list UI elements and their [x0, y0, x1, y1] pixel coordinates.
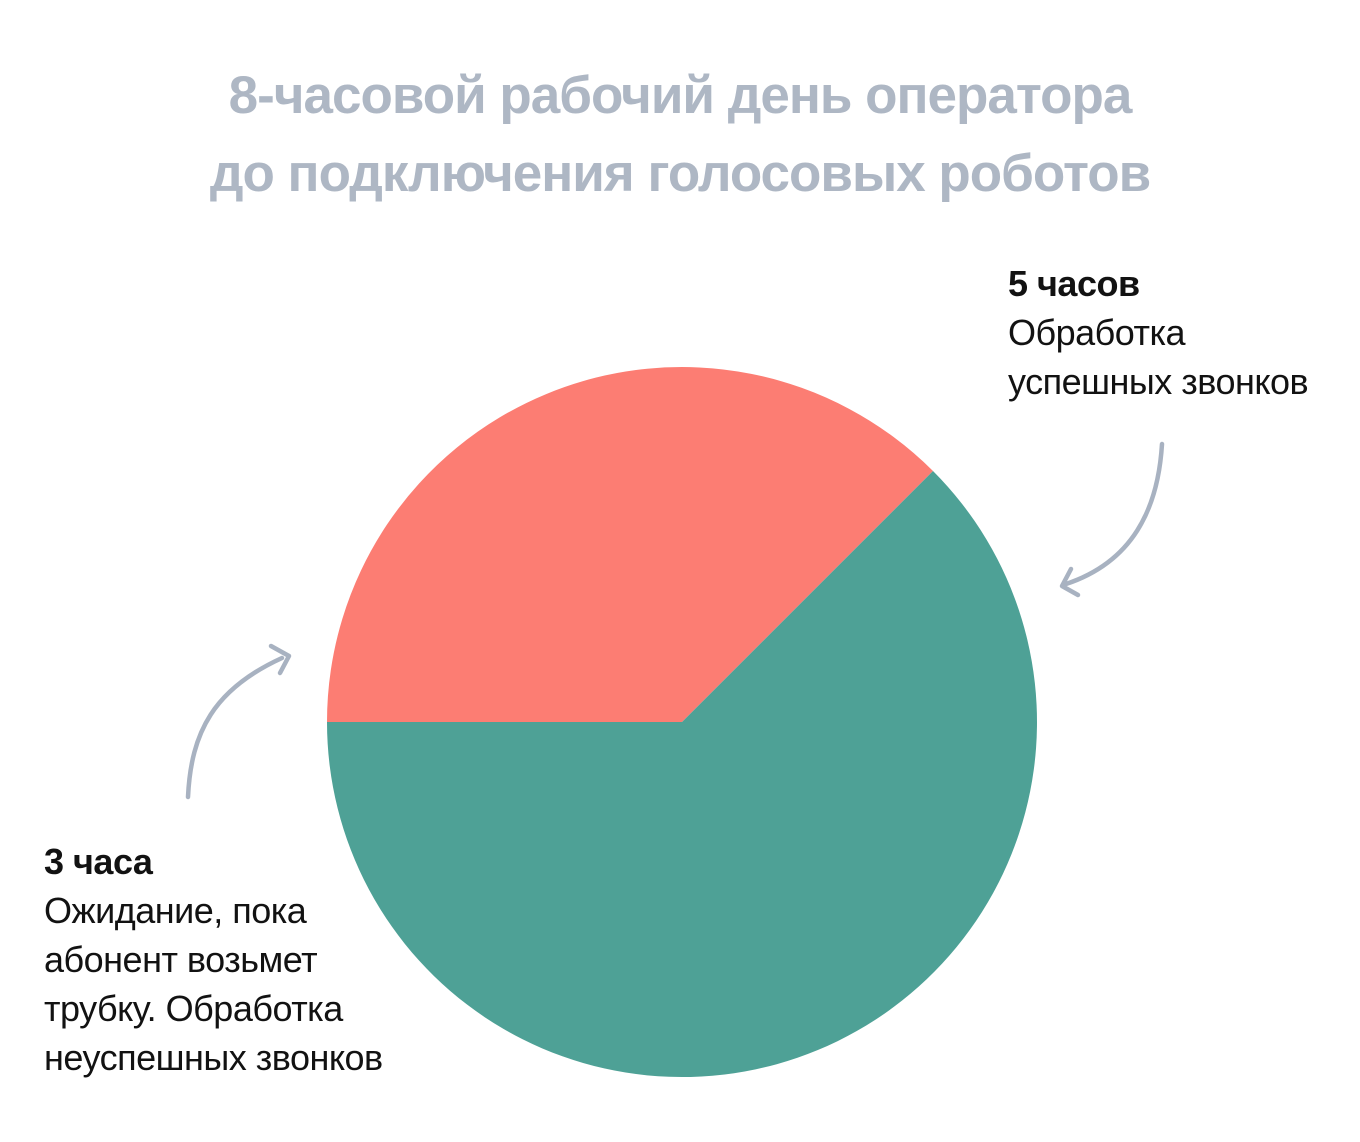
annotation-3-hours-line: абонент возьмет	[44, 939, 318, 980]
curved-arrow-left	[185, 643, 292, 800]
page-title: 8-часовой рабочий день оператора до подк…	[0, 57, 1360, 213]
annotation-3-hours-value: 3 часа	[44, 841, 153, 882]
annotation-5-hours: 5 часов Обработка успешных звонков	[1008, 259, 1353, 406]
title-line-1: 8-часовой рабочий день оператора	[228, 66, 1133, 125]
pie-slices-group	[327, 367, 1037, 1078]
arrow-right-head-icon	[1059, 566, 1081, 598]
pie-slice-successful-calls	[327, 471, 1037, 1078]
arrow-left-head-icon	[268, 643, 292, 676]
annotation-5-hours-value: 5 часов	[1008, 263, 1140, 304]
pie-slice-unsuccessful-calls	[327, 367, 933, 722]
arrow-right-shaft	[1063, 441, 1165, 587]
arrow-left-shaft	[185, 655, 285, 800]
annotation-3-hours-line: Ожидание, пока	[44, 890, 307, 931]
curved-arrow-right	[1059, 441, 1165, 598]
annotation-3-hours-line: трубку. Обработка	[44, 988, 343, 1029]
title-line-2: до подключения голосовых роботов	[209, 144, 1151, 203]
annotation-3-hours: 3 часа Ожидание, пока абонент возьмет тр…	[44, 837, 404, 1082]
annotation-5-hours-line: Обработка	[1008, 312, 1186, 353]
annotation-3-hours-line: неуспешных звонков	[44, 1037, 383, 1078]
annotation-5-hours-line: успешных звонков	[1008, 361, 1309, 402]
